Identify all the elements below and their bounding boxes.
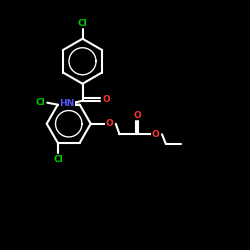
Text: Cl: Cl — [78, 19, 88, 28]
Text: Cl: Cl — [53, 154, 63, 164]
Text: Cl: Cl — [36, 98, 46, 107]
Text: HN: HN — [60, 99, 74, 108]
Text: O: O — [133, 110, 141, 120]
Text: O: O — [152, 130, 160, 139]
Text: O: O — [106, 119, 114, 128]
Text: O: O — [103, 95, 110, 104]
